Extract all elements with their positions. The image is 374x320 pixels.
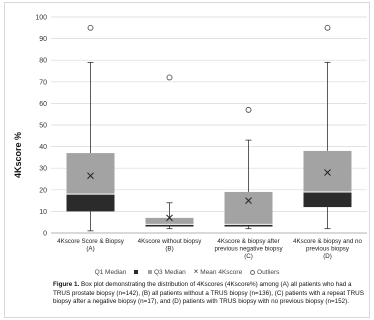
q1-box <box>224 224 273 227</box>
y-axis-label: 4Kscore % <box>13 132 23 178</box>
y-tick-label: 10 <box>39 209 47 216</box>
q1-box <box>145 224 194 227</box>
figure-frame: 0 10 20 30 40 50 60 70 80 90 100 4Kscore Score & B… <box>4 2 370 318</box>
category-label: (C) <box>244 253 253 260</box>
chart-legend: Q1 Median Q3 Median × Mean 4Kscore Outlie… <box>5 267 369 277</box>
y-tick-label: 70 <box>39 79 47 86</box>
q3-box <box>224 191 273 225</box>
q3-box <box>303 150 352 192</box>
y-tick-label: 0 <box>43 231 47 238</box>
outlier-point <box>87 24 94 31</box>
q3-box <box>145 217 194 225</box>
y-tick-label: 20 <box>39 187 47 194</box>
gray-square-icon <box>148 270 152 275</box>
boxes <box>66 24 352 232</box>
category-label: previous biopsy <box>306 246 350 253</box>
y-tick-label: 40 <box>39 144 47 151</box>
category-label: 4Kscore Score & Biopsy <box>57 238 125 245</box>
outlier-point <box>324 24 331 31</box>
category-label: (A) <box>86 246 94 253</box>
legend-item-q1-median: Q1 Median <box>95 269 129 276</box>
category-label: 4Kscore & biopsy and no <box>293 238 362 245</box>
legend-label-q1-median: Q1 Median <box>94 269 127 276</box>
q1-box <box>66 194 115 212</box>
mean-marker <box>166 214 173 222</box>
y-tick-label: 30 <box>39 166 47 173</box>
box-group <box>66 24 115 232</box>
legend-item-q3-median: Q3 Median <box>148 269 188 276</box>
circle-icon <box>250 269 256 275</box>
legend-label-outliers: Outliers <box>257 269 280 276</box>
legend-item-dark-square <box>134 269 142 276</box>
mean-marker <box>324 169 331 176</box>
y-tick-label: 100 <box>35 15 47 22</box>
mean-marker <box>245 197 252 204</box>
category-label: previous negative biopsy <box>214 246 283 253</box>
cross-icon: × <box>193 267 199 277</box>
outlier-point <box>245 106 252 113</box>
legend-label-mean: Mean 4Kscore <box>200 269 243 276</box>
y-tick-label: 80 <box>39 58 47 65</box>
outlier-point <box>166 74 173 81</box>
y-tick-label: 50 <box>39 123 47 130</box>
box-group <box>145 74 194 230</box>
box-group <box>303 24 352 230</box>
y-tick-label: 60 <box>39 101 47 108</box>
legend-item-mean: × Mean 4Kscore <box>193 267 244 277</box>
category-label: 4Kscore without biopsy <box>138 238 203 245</box>
category-label: (B) <box>165 246 173 253</box>
box-group <box>224 106 273 230</box>
caption-text: Box plot demonstrating the distribution … <box>53 281 364 306</box>
figure-caption: Figure 1. Box plot demonstrating the dis… <box>53 281 367 307</box>
category-label: (D) <box>323 253 332 260</box>
legend-item-outliers: Outliers <box>250 269 279 276</box>
caption-label: Figure 1. <box>53 281 80 288</box>
q1-box <box>303 191 352 208</box>
dark-square-icon <box>134 270 139 275</box>
category-labels: 4Kscore Score & Biopsy(A) 4Kscore without… <box>57 238 362 260</box>
category-label: 4Kscore & biopsy after <box>217 238 279 245</box>
box-plot-chart: 0 10 20 30 40 50 60 70 80 90 100 4Kscore Score & B… <box>13 15 367 260</box>
y-axis-ticks: 0 10 20 30 40 50 60 70 80 90 100 <box>35 15 47 238</box>
legend-label-q3-median: Q3 Median <box>154 269 186 276</box>
q3-box <box>66 153 115 195</box>
y-tick-label: 90 <box>39 36 47 43</box>
mean-marker <box>87 172 94 180</box>
